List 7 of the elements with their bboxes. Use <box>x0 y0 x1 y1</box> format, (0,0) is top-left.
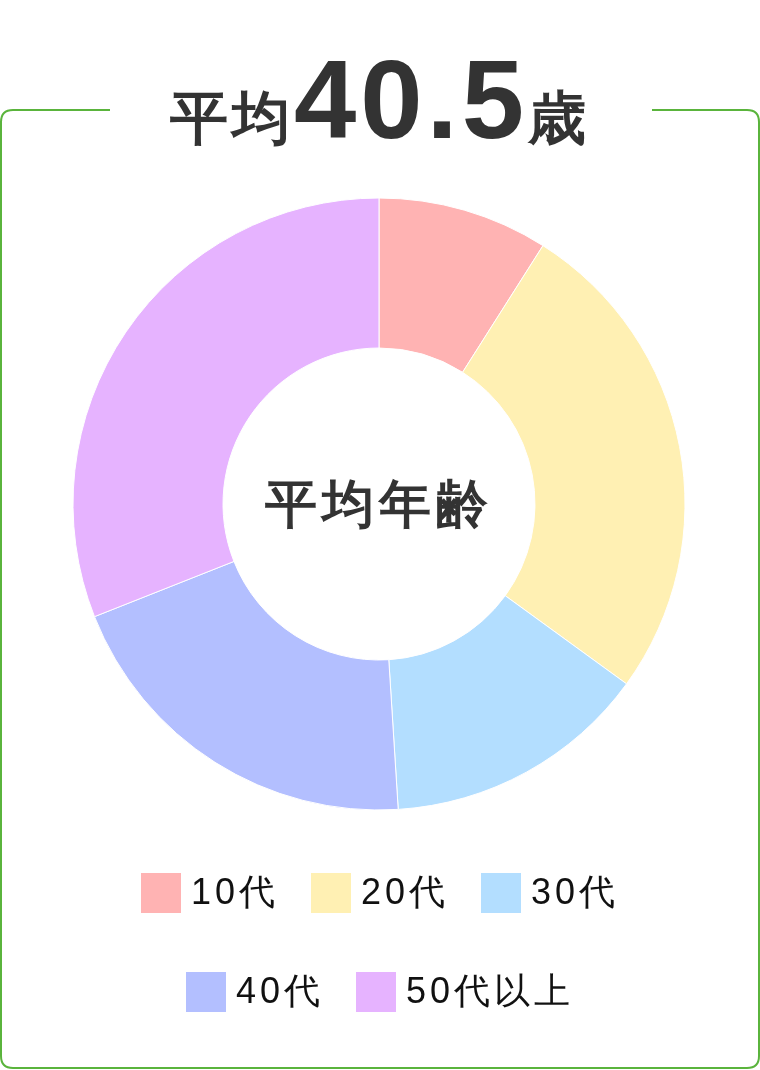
legend-label: 20代 <box>360 871 450 912</box>
text: 平均年齢 <box>264 474 494 535</box>
chart-title: 平均40.5歳 <box>170 37 590 162</box>
legend-label: 40代 <box>235 970 324 1011</box>
legend-label: 30代 <box>531 871 620 912</box>
legend-label: 50代以上 <box>406 970 575 1011</box>
legend-label: 10代 <box>190 871 279 912</box>
